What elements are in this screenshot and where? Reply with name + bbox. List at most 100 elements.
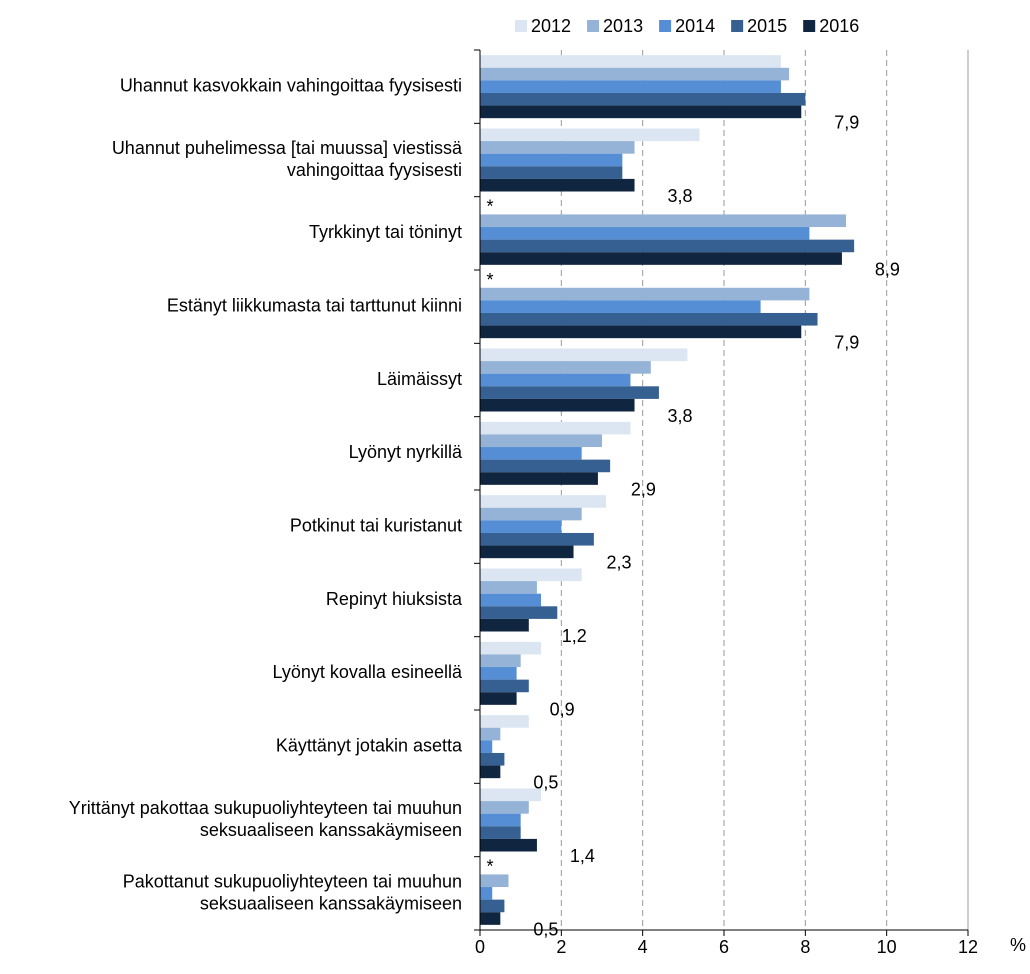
x-tick-label: 10 xyxy=(877,937,897,957)
bar xyxy=(480,740,493,753)
x-tick-label: 12 xyxy=(958,937,978,957)
bar xyxy=(480,667,517,680)
bar xyxy=(480,532,594,546)
y-tick-label: Uhannut puhelimessa [tai muussa] viestis… xyxy=(112,138,463,180)
value-label: 3,8 xyxy=(668,406,693,426)
bar xyxy=(480,507,582,521)
bar xyxy=(480,361,651,374)
y-tick-label: Repinyt hiuksista xyxy=(326,589,463,609)
y-tick-label: Potkinut tai kuristanut xyxy=(290,515,462,535)
bar xyxy=(480,495,607,508)
bar xyxy=(480,421,631,435)
bar xyxy=(480,434,602,448)
bar xyxy=(480,373,631,387)
bar xyxy=(480,312,818,326)
y-tick-label: Käyttänyt jotakin asetta xyxy=(276,735,463,755)
annotation: * xyxy=(486,857,493,877)
y-tick-label: Yrittänyt pakottaa sukupuoliyhteyteen ta… xyxy=(69,798,462,840)
bar xyxy=(480,813,521,827)
x-tick-label: 0 xyxy=(475,937,485,957)
value-label: 8,9 xyxy=(875,259,900,279)
legend-label: 2015 xyxy=(747,16,787,36)
bar xyxy=(480,581,537,594)
bar xyxy=(480,593,541,607)
bar xyxy=(480,765,501,779)
legend-label: 2014 xyxy=(675,16,715,36)
value-label: 2,3 xyxy=(607,553,632,573)
bar xyxy=(480,912,501,925)
bar xyxy=(480,826,521,839)
bar xyxy=(480,214,846,228)
bar xyxy=(480,899,505,913)
value-label: 0,5 xyxy=(533,919,558,939)
x-tick-label: 4 xyxy=(638,937,648,957)
y-tick-label: Pakottanut sukupuoliyhteyteen tai muuhun… xyxy=(123,871,462,913)
value-label: 1,2 xyxy=(562,626,587,646)
bar xyxy=(480,227,810,240)
bar xyxy=(480,92,806,106)
y-tick-label: Uhannut kasvokkain vahingoittaa fyysises… xyxy=(120,75,462,95)
bar xyxy=(480,520,562,533)
bar xyxy=(480,300,761,313)
bar xyxy=(480,166,623,179)
bar xyxy=(480,80,781,93)
y-tick-label: Estänyt liikkumasta tai tarttunut kiinni xyxy=(167,295,462,315)
bar xyxy=(480,348,688,362)
annotation: * xyxy=(486,197,493,217)
bar xyxy=(480,715,529,728)
bar xyxy=(480,618,529,632)
x-tick-label: 8 xyxy=(800,937,810,957)
y-tick-label: Lyönyt kovalla esineellä xyxy=(273,662,463,682)
value-label: 0,9 xyxy=(550,699,575,719)
bar xyxy=(480,178,635,192)
x-tick-label: 6 xyxy=(719,937,729,957)
bar xyxy=(480,641,541,655)
bar xyxy=(480,447,582,460)
y-tick-label: Läimäissyt xyxy=(377,369,462,389)
legend-swatch xyxy=(587,20,600,32)
bar xyxy=(480,398,635,412)
value-label: 7,9 xyxy=(834,333,859,353)
value-label: 7,9 xyxy=(834,113,859,133)
bar xyxy=(480,606,558,619)
value-label: 1,4 xyxy=(570,846,595,866)
bar xyxy=(480,874,509,888)
bar xyxy=(480,239,855,253)
bar xyxy=(480,752,505,766)
bar xyxy=(480,472,598,485)
annotation: * xyxy=(486,270,493,290)
bar xyxy=(480,386,659,399)
bar xyxy=(480,545,574,559)
bar xyxy=(480,325,802,339)
bar xyxy=(480,287,810,301)
legend-swatch xyxy=(515,20,527,32)
bar xyxy=(480,55,781,68)
value-label: 2,9 xyxy=(631,479,656,499)
bar xyxy=(480,459,611,473)
legend-label: 2013 xyxy=(603,16,643,36)
bar xyxy=(480,128,700,142)
bar xyxy=(480,153,623,167)
legend-swatch xyxy=(731,20,744,32)
legend-swatch xyxy=(803,20,816,32)
value-label: 3,8 xyxy=(668,186,693,206)
legend-label: 2016 xyxy=(819,16,859,36)
legend-label: 2012 xyxy=(531,16,571,36)
bar xyxy=(480,801,529,814)
bar xyxy=(480,692,517,705)
bar xyxy=(480,105,802,119)
bar xyxy=(480,252,842,265)
bar xyxy=(480,67,790,81)
x-axis-label: % xyxy=(1010,935,1026,955)
bar xyxy=(480,679,529,693)
bar xyxy=(480,654,521,668)
bar xyxy=(480,887,493,900)
bar xyxy=(480,788,541,802)
y-tick-label: Lyönyt nyrkillä xyxy=(349,442,463,462)
x-tick-label: 2 xyxy=(556,937,566,957)
value-label: 0,5 xyxy=(533,773,558,793)
bar xyxy=(480,141,635,154)
bar xyxy=(480,838,537,852)
y-tick-label: Tyrkkinyt tai töninyt xyxy=(309,222,462,242)
